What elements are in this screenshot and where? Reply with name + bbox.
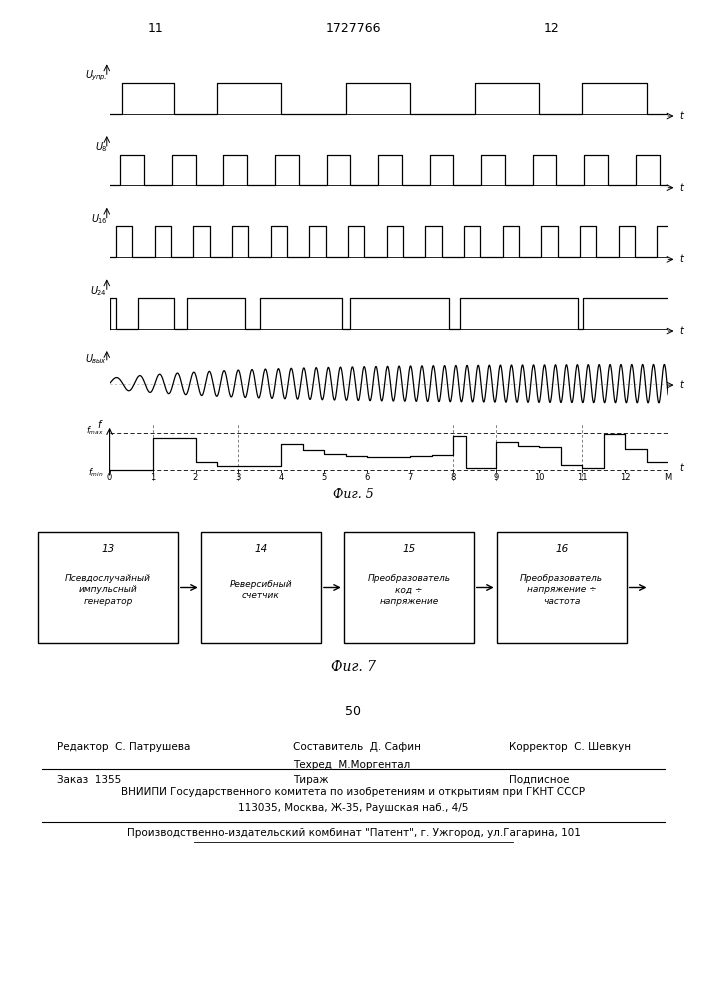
Text: Корректор  С. Шевкун: Корректор С. Шевкун bbox=[509, 742, 631, 752]
Text: 12: 12 bbox=[620, 473, 631, 482]
Text: 4: 4 bbox=[279, 473, 284, 482]
Text: Редактор  С. Патрушева: Редактор С. Патрушева bbox=[57, 742, 190, 752]
Text: t: t bbox=[679, 183, 683, 193]
Text: 11: 11 bbox=[577, 473, 588, 482]
Text: $f_{max}$: $f_{max}$ bbox=[86, 424, 104, 437]
Text: $U_{\!8}$: $U_{\!8}$ bbox=[95, 141, 107, 154]
Text: 2: 2 bbox=[193, 473, 198, 482]
Bar bbox=[38, 532, 178, 643]
Text: 8: 8 bbox=[450, 473, 456, 482]
Text: Тираж: Тираж bbox=[293, 775, 329, 785]
Text: 10: 10 bbox=[534, 473, 544, 482]
Text: Фиг. 7: Фиг. 7 bbox=[331, 660, 376, 674]
Text: 14: 14 bbox=[255, 544, 267, 554]
Text: Фиг. 5: Фиг. 5 bbox=[333, 488, 374, 501]
Text: 50: 50 bbox=[346, 705, 361, 718]
Text: $f$: $f$ bbox=[98, 418, 104, 430]
Text: 113035, Москва, Ж-35, Раушская наб., 4/5: 113035, Москва, Ж-35, Раушская наб., 4/5 bbox=[238, 803, 469, 813]
Text: $U_{\!упр.}$: $U_{\!упр.}$ bbox=[85, 69, 107, 83]
Text: t: t bbox=[679, 326, 683, 336]
Text: M: M bbox=[665, 473, 672, 482]
Text: Заказ  1355: Заказ 1355 bbox=[57, 775, 121, 785]
Bar bbox=[201, 532, 321, 643]
Text: Производственно-издательский комбинат "Патент", г. Ужгород, ул.Гагарина, 101: Производственно-издательский комбинат "П… bbox=[127, 828, 580, 838]
Text: Составитель  Д. Сафин: Составитель Д. Сафин bbox=[293, 742, 421, 752]
Text: 9: 9 bbox=[493, 473, 499, 482]
Text: ВНИИПИ Государственного комитета по изобретениям и открытиям при ГКНТ СССР: ВНИИПИ Государственного комитета по изоб… bbox=[122, 787, 585, 797]
Bar bbox=[496, 532, 626, 643]
Text: 13: 13 bbox=[101, 544, 115, 554]
Text: $U_{\!16}$: $U_{\!16}$ bbox=[90, 212, 107, 226]
Text: 11: 11 bbox=[148, 22, 163, 35]
Text: t: t bbox=[679, 111, 683, 121]
Text: 15: 15 bbox=[402, 544, 416, 554]
Text: 1727766: 1727766 bbox=[326, 22, 381, 35]
Text: 0: 0 bbox=[107, 473, 112, 482]
Text: Преобразователь
напряжение ÷
частота: Преобразователь напряжение ÷ частота bbox=[520, 574, 603, 606]
Text: 12: 12 bbox=[544, 22, 559, 35]
Text: 3: 3 bbox=[236, 473, 241, 482]
Text: 5: 5 bbox=[322, 473, 327, 482]
Text: $f_{min}$: $f_{min}$ bbox=[88, 467, 104, 479]
Text: Реверсибный
счетчик: Реверсибный счетчик bbox=[230, 580, 292, 600]
Text: Техред  М.Моргентал: Техред М.Моргентал bbox=[293, 760, 411, 770]
Text: Подписное: Подписное bbox=[509, 775, 569, 785]
Text: 16: 16 bbox=[555, 544, 568, 554]
Text: $U_{\!вых}$: $U_{\!вых}$ bbox=[86, 352, 107, 366]
Text: t: t bbox=[679, 463, 683, 473]
Text: 6: 6 bbox=[365, 473, 370, 482]
Text: $U_{\!24}$: $U_{\!24}$ bbox=[90, 284, 107, 298]
Text: t: t bbox=[679, 254, 683, 264]
Text: t: t bbox=[679, 380, 683, 390]
Text: Преобразователь
код ÷
напряжение: Преобразователь код ÷ напряжение bbox=[368, 574, 450, 606]
Text: Псевдослучайный
импульсный
генератор: Псевдослучайный импульсный генератор bbox=[65, 574, 151, 606]
Bar bbox=[344, 532, 474, 643]
Text: 7: 7 bbox=[408, 473, 413, 482]
Text: 1: 1 bbox=[150, 473, 155, 482]
